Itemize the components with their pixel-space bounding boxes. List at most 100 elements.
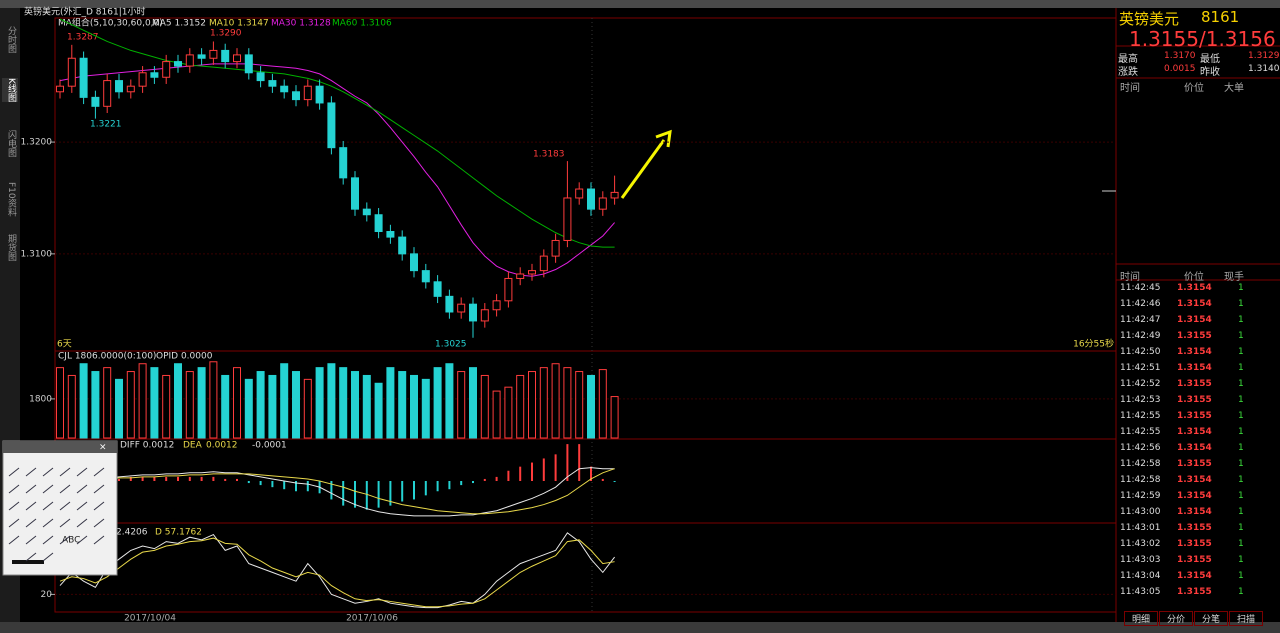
toolbox-icon[interactable] bbox=[42, 484, 54, 494]
toolbox-icon[interactable] bbox=[93, 501, 105, 511]
side-tab[interactable]: 期货图 bbox=[6, 234, 16, 261]
bottom-tab[interactable]: 分价 bbox=[1159, 611, 1193, 626]
volume-bar bbox=[433, 367, 442, 439]
bottom-tab[interactable]: 明细 bbox=[1124, 611, 1158, 626]
toolbox[interactable]: × ABC bbox=[2, 440, 118, 576]
volume-bar bbox=[575, 371, 584, 439]
toolbox-icon[interactable] bbox=[59, 535, 71, 545]
toolbox-icon[interactable] bbox=[59, 484, 71, 494]
column-header: 价位 bbox=[1184, 83, 1204, 94]
toolbox-icon[interactable] bbox=[42, 518, 54, 528]
candle-body bbox=[79, 57, 88, 98]
candle-body bbox=[174, 61, 182, 67]
candle-body bbox=[410, 253, 418, 272]
volume-bar bbox=[374, 382, 383, 439]
toolbox-icon[interactable] bbox=[8, 467, 20, 477]
tick-cell: 11:42:52 bbox=[1120, 379, 1161, 389]
candle-body bbox=[56, 85, 64, 93]
side-tab[interactable]: F10资料 bbox=[6, 182, 16, 217]
toolbox-icon[interactable] bbox=[8, 484, 20, 494]
toolbox-icon[interactable] bbox=[8, 501, 20, 511]
toolbox-icon[interactable] bbox=[42, 552, 54, 562]
candle-body bbox=[221, 49, 230, 63]
toolbox-icon[interactable] bbox=[93, 535, 105, 545]
toolbox-icon[interactable] bbox=[25, 518, 37, 528]
candle-body bbox=[516, 273, 525, 279]
side-tab[interactable]: 分时图 bbox=[6, 26, 16, 53]
status-bar bbox=[0, 622, 1280, 633]
toolbox-icon[interactable] bbox=[76, 501, 88, 511]
candle-body bbox=[268, 80, 277, 87]
candle-body bbox=[209, 49, 218, 59]
tick-cell: 1 bbox=[1238, 507, 1244, 517]
tick-cell: 1.3154 bbox=[1177, 283, 1212, 293]
toolbox-icon[interactable] bbox=[93, 484, 105, 494]
toolbox-icon[interactable] bbox=[76, 535, 88, 545]
side-tab[interactable]: K线图 bbox=[2, 78, 18, 102]
bottom-tab[interactable]: 扫描 bbox=[1229, 611, 1263, 626]
candle-body bbox=[126, 85, 135, 93]
toolbox-icon[interactable] bbox=[42, 467, 54, 477]
volume-bar bbox=[551, 363, 560, 439]
date-label: 2017/10/06 bbox=[346, 614, 398, 624]
side-tab[interactable]: 闪电图 bbox=[6, 130, 16, 157]
candle-body bbox=[103, 80, 112, 107]
volume-bar bbox=[185, 371, 194, 439]
volume-bar bbox=[315, 367, 324, 439]
volume-bar bbox=[126, 371, 135, 439]
toolbox-icon[interactable] bbox=[76, 467, 88, 477]
d-line bbox=[59, 537, 615, 608]
tick-cell: 1 bbox=[1238, 379, 1244, 389]
bottom-tab[interactable]: 分笔 bbox=[1194, 611, 1228, 626]
label: 最高 bbox=[1118, 54, 1138, 65]
toolbox-icon[interactable] bbox=[42, 535, 54, 545]
candle-body bbox=[563, 197, 572, 241]
k-label: 2.4206 bbox=[116, 528, 148, 538]
period-label: 6天 bbox=[57, 340, 72, 350]
tick-cell: 11:42:55 bbox=[1120, 411, 1161, 421]
tick-cell: 1 bbox=[1238, 363, 1244, 373]
tick-cell: 1 bbox=[1238, 315, 1244, 325]
annotation: 1.3025 bbox=[435, 340, 467, 350]
toolbox-icon[interactable] bbox=[76, 518, 88, 528]
value: 1.3140 bbox=[1248, 64, 1280, 74]
candle-body bbox=[256, 72, 265, 82]
toolbox-icon[interactable] bbox=[93, 467, 105, 477]
toolbox-icon[interactable] bbox=[8, 535, 20, 545]
candle-body bbox=[504, 277, 513, 302]
toolbox-icon[interactable] bbox=[25, 467, 37, 477]
toolbox-icon[interactable] bbox=[59, 501, 71, 511]
toolbox-icon[interactable] bbox=[42, 501, 54, 511]
toolbox-icon[interactable] bbox=[59, 518, 71, 528]
candle-body bbox=[185, 54, 194, 67]
candle-body bbox=[386, 231, 395, 238]
annotation: 1.3290 bbox=[210, 29, 242, 39]
column-header: 价位 bbox=[1184, 272, 1204, 283]
candle-body bbox=[280, 85, 289, 93]
candle-body bbox=[115, 80, 123, 93]
tick-cell: 1.3154 bbox=[1177, 507, 1212, 517]
candle-body bbox=[138, 72, 147, 87]
toolbox-icon[interactable] bbox=[25, 552, 37, 562]
tick-cell: 1 bbox=[1238, 299, 1244, 309]
volume-bar bbox=[339, 367, 348, 439]
toolbox-icon[interactable] bbox=[25, 484, 37, 494]
candle-body bbox=[398, 236, 407, 255]
toolbox-icon[interactable] bbox=[25, 501, 37, 511]
quote-name: 英镑美元 bbox=[1119, 10, 1180, 28]
tick-cell: 11:42:55 bbox=[1120, 427, 1161, 437]
toolbox-icon[interactable] bbox=[76, 484, 88, 494]
toolbox-icon[interactable] bbox=[25, 535, 37, 545]
volume-bar bbox=[457, 371, 466, 439]
ma60-label: MA60 1.3106 bbox=[332, 19, 392, 29]
y-tick-label: 1.3100 bbox=[21, 249, 53, 259]
toolbox-icon[interactable] bbox=[59, 467, 71, 477]
toolbox-text-tool[interactable]: ABC bbox=[62, 536, 80, 546]
toolbox-close[interactable]: × bbox=[99, 443, 107, 453]
volume-bar bbox=[103, 367, 112, 439]
toolbox-icon[interactable] bbox=[8, 518, 20, 528]
ma5-label: MA5 1.3152 bbox=[152, 19, 206, 29]
volume-bar bbox=[469, 367, 477, 439]
toolbox-icon[interactable] bbox=[93, 518, 105, 528]
